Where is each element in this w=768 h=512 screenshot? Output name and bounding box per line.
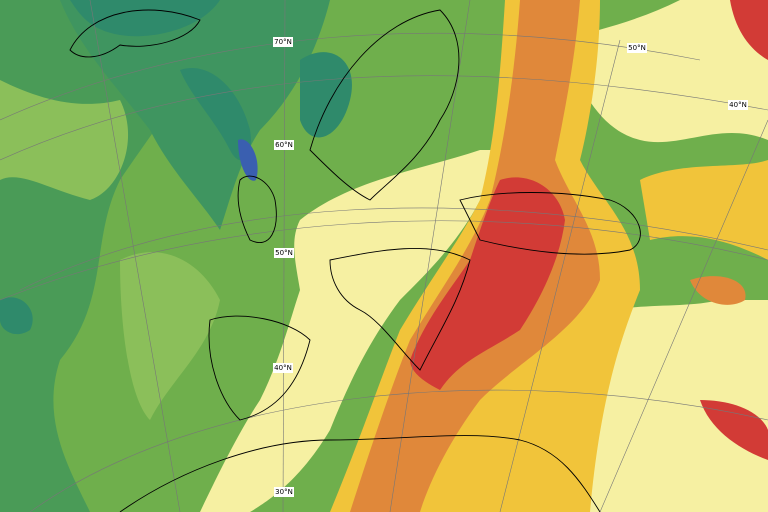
latitude-label: 30°N — [275, 488, 293, 496]
label-background — [274, 487, 294, 497]
label-background — [273, 363, 293, 373]
coastlines — [69, 9, 641, 512]
label-background — [728, 100, 748, 110]
latitude-label: 70°N — [274, 38, 292, 46]
label-background — [273, 37, 293, 47]
latitude-label: 40°N — [274, 364, 292, 372]
latitude-label: 60°N — [275, 141, 293, 149]
latitude-labels: 70°N 60°N 50°N 40°N 30°N 50°N 40°N — [273, 37, 748, 497]
latitude-label: 50°N — [628, 44, 646, 52]
label-background — [274, 248, 294, 258]
latitude-label: 50°N — [275, 249, 293, 257]
label-background — [274, 140, 294, 150]
latitude-label: 40°N — [729, 101, 747, 109]
label-background — [627, 43, 647, 53]
